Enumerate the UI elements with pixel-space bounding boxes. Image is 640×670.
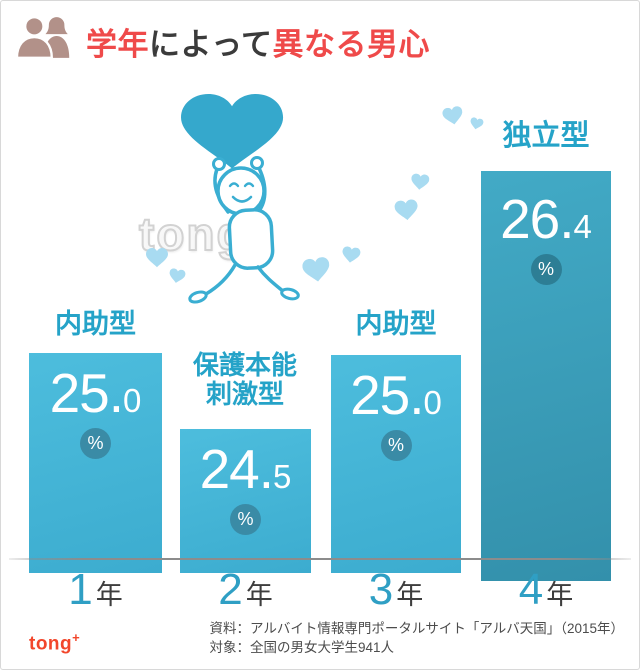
year-unit: 年 [546, 580, 574, 610]
percent-badge: % [380, 430, 412, 461]
heart-icon [442, 106, 463, 125]
year-number: 4 [518, 565, 544, 614]
value-integer: 24. [199, 438, 274, 500]
value-decimal: 0 [123, 382, 142, 419]
bar-value: 26.4 [500, 192, 592, 247]
bar-value: 25.0 [350, 368, 442, 423]
heart-icon [169, 268, 186, 283]
axis-baseline [9, 558, 631, 560]
percent-badge: % [230, 504, 261, 535]
bar-year3: 25.0 % [331, 355, 461, 573]
title-accent-1: 学年 [86, 27, 149, 62]
year-unit: 年 [245, 580, 273, 610]
logo-text: tong [29, 633, 73, 655]
bar-type-label: 内助型 [355, 309, 437, 339]
value-decimal: 0 [423, 384, 442, 421]
bar-year2: 24.5 % [180, 429, 311, 573]
year-number: 1 [68, 565, 93, 614]
people-icon [15, 15, 70, 58]
year-unit: 年 [396, 580, 424, 610]
source-note: 資料：アルバイト情報専門ポータルサイト「アルバ天国」（2015年） 対象：全国の… [209, 620, 624, 658]
year-number: 3 [368, 565, 394, 614]
heart-icon [470, 117, 484, 130]
bar-year4: 26.4 % [481, 171, 611, 581]
value-decimal: 5 [273, 458, 292, 495]
source-line-1: 資料：アルバイト情報専門ポータルサイト「アルバ天国」（2015年） [209, 621, 624, 636]
bar-type-label: 保護本能 刺激型 [192, 350, 297, 409]
value-integer: 25. [350, 364, 424, 426]
title-plain: によって [149, 27, 273, 62]
stick-figure-holding-heart-illustration [181, 94, 300, 304]
bar-type-label: 内助型 [55, 309, 136, 339]
heart-icon [146, 248, 168, 268]
year-number: 2 [218, 565, 243, 614]
page-title: 学年によって異なる男心 [86, 19, 430, 64]
heart-icon [411, 173, 430, 190]
tong-plus-logo: tong+ [29, 630, 80, 655]
heart-icon [342, 246, 361, 263]
title-accent-2: 異なる男心 [272, 27, 431, 62]
bar-type-label: 独立型 [502, 120, 590, 152]
percent-badge: % [80, 428, 111, 459]
heart-icon [394, 199, 418, 221]
year-unit: 年 [95, 580, 123, 610]
logo-plus: + [72, 630, 81, 645]
bar-value: 25.0 [50, 366, 142, 421]
value-decimal: 4 [573, 208, 592, 245]
value-integer: 25. [49, 362, 124, 424]
big-heart-icon [181, 94, 284, 169]
source-line-2: 対象：全国の男女大学生941人 [209, 639, 395, 655]
value-integer: 26. [500, 188, 574, 250]
heart-icon [302, 257, 330, 282]
bar-value: 24.5 [200, 442, 292, 497]
percent-badge: % [530, 254, 562, 285]
bar-year1: 25.0 % [29, 353, 162, 573]
